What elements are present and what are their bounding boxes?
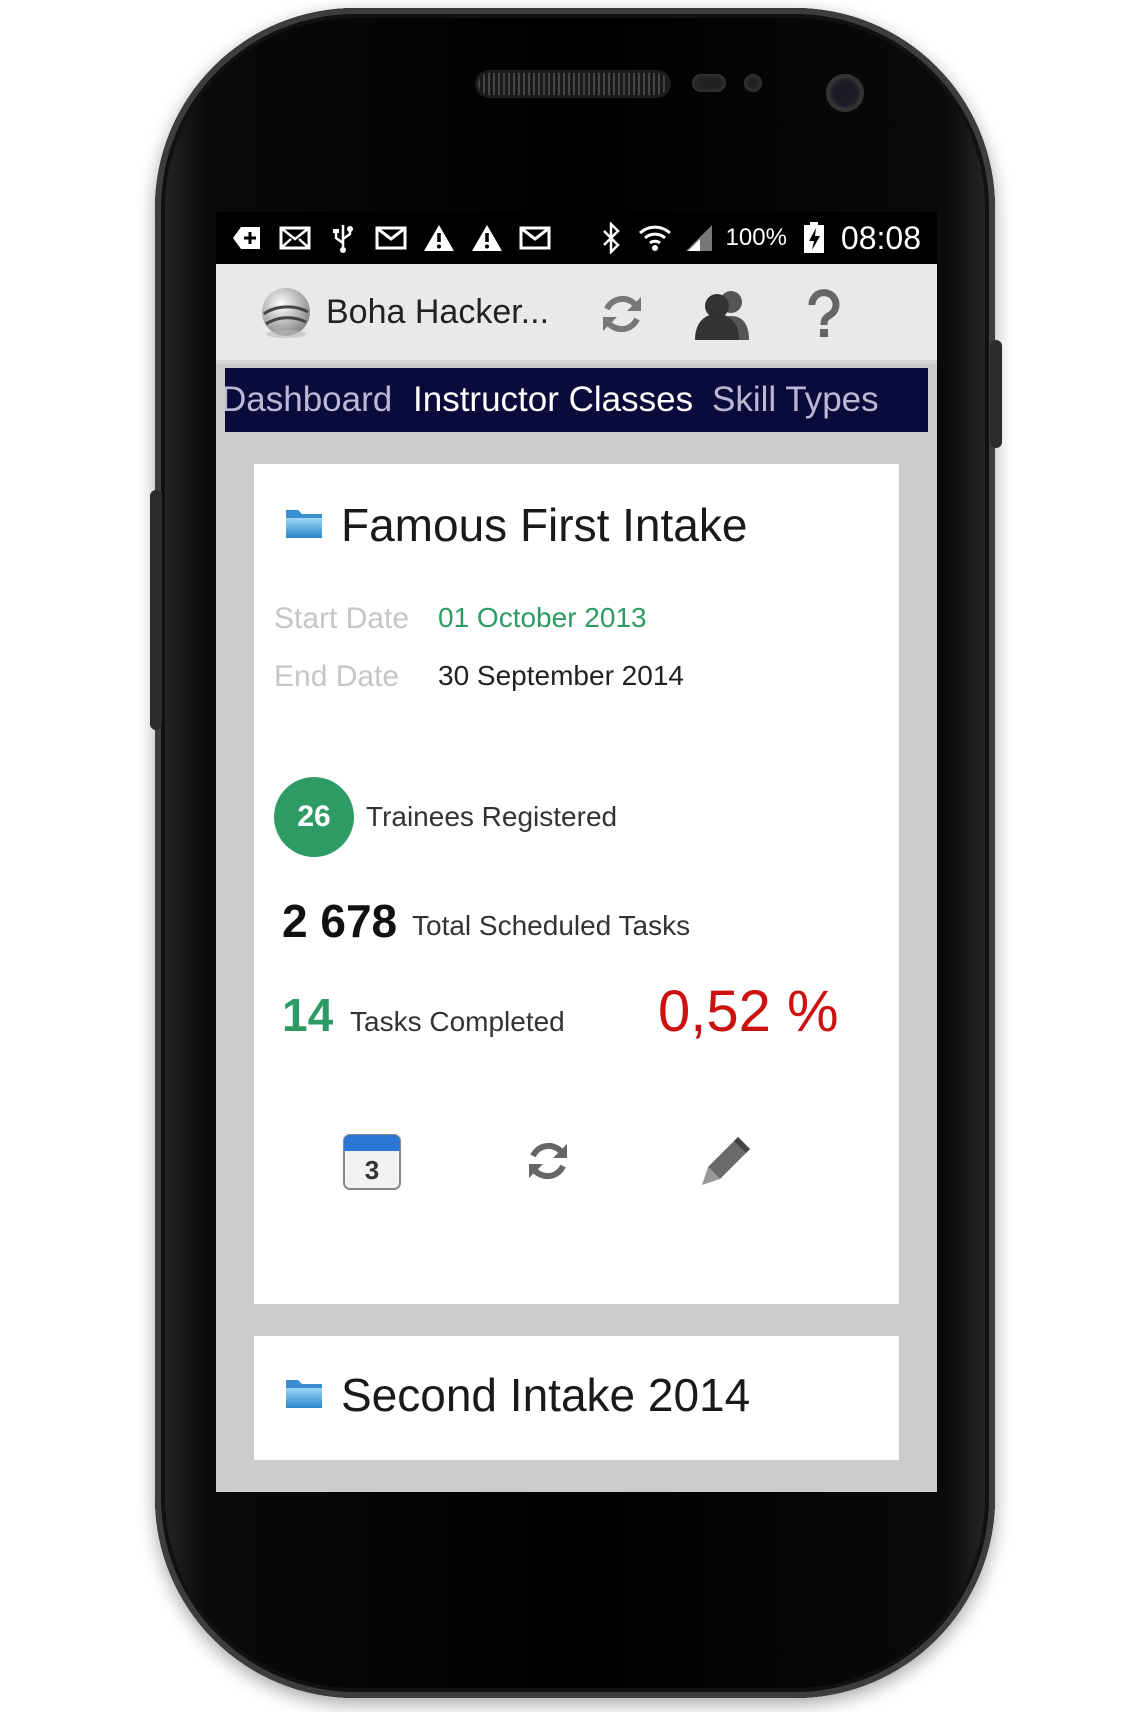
earpiece-speaker — [478, 73, 668, 95]
wifi-icon — [638, 223, 672, 253]
edit-pencil-icon[interactable] — [694, 1129, 758, 1193]
battery-charging-icon — [797, 222, 831, 253]
calendar-day: 3 — [365, 1155, 379, 1185]
end-date-label: End Date — [274, 660, 400, 693]
gmail-icon — [518, 223, 552, 253]
front-camera — [826, 74, 864, 112]
screen: 100% 08:08 Boha Hacker... Dashboard — [216, 212, 937, 1492]
battery-percent: 100% — [725, 224, 787, 251]
volume-button — [150, 490, 162, 730]
gmail-icon — [374, 223, 408, 253]
sync-icon[interactable] — [516, 1129, 580, 1193]
completed-tasks-label: Tasks Completed — [350, 1006, 565, 1037]
folder-icon — [286, 1380, 322, 1408]
action-bar: Boha Hacker... — [216, 264, 937, 364]
total-tasks-label: Total Scheduled Tasks — [412, 910, 691, 941]
help-icon[interactable] — [794, 284, 854, 344]
calendar-icon[interactable]: 3 — [340, 1129, 404, 1193]
end-date-value: 30 September 2014 — [438, 660, 684, 691]
add-box-icon — [230, 223, 264, 253]
proximity-sensor — [692, 74, 726, 92]
completion-percent: 0,52 % — [658, 979, 839, 1044]
completed-tasks-value: 14 — [282, 989, 334, 1041]
warning-icon — [422, 223, 456, 253]
usb-icon — [326, 223, 360, 253]
refresh-icon[interactable] — [592, 284, 652, 344]
tab-instructor-classes[interactable]: Instructor Classes — [413, 380, 694, 419]
tab-dashboard[interactable]: Dashboard — [225, 380, 393, 419]
trainees-label: Trainees Registered — [366, 801, 618, 832]
total-tasks-value: 2 678 — [282, 895, 398, 947]
start-date-label: Start Date — [274, 602, 410, 635]
app-logo-icon[interactable] — [258, 284, 314, 340]
app-title: Boha Hacker... — [326, 292, 550, 331]
signal-icon — [682, 223, 716, 253]
bluetooth-icon — [594, 222, 628, 254]
tab-bar: Dashboard Instructor Classes Skill Types — [225, 368, 928, 432]
folder-icon — [286, 510, 322, 538]
users-icon[interactable] — [684, 284, 764, 344]
power-button — [990, 340, 1002, 448]
warning-icon — [470, 223, 504, 253]
status-bar: 100% 08:08 — [216, 212, 937, 264]
class-card[interactable]: Second Intake 2014 — [254, 1336, 899, 1460]
mail-icon — [278, 223, 312, 253]
start-date-value: 01 October 2013 — [438, 602, 647, 633]
card-title: Second Intake 2014 — [341, 1369, 751, 1421]
clock: 08:08 — [840, 219, 921, 256]
tab-skill-types[interactable]: Skill Types — [712, 380, 879, 419]
light-sensor — [744, 74, 762, 92]
trainees-count-badge: 26 — [274, 777, 354, 857]
class-card[interactable]: Famous First Intake Start Date 01 Octobe… — [254, 464, 899, 1304]
card-title: Famous First Intake — [341, 499, 748, 551]
